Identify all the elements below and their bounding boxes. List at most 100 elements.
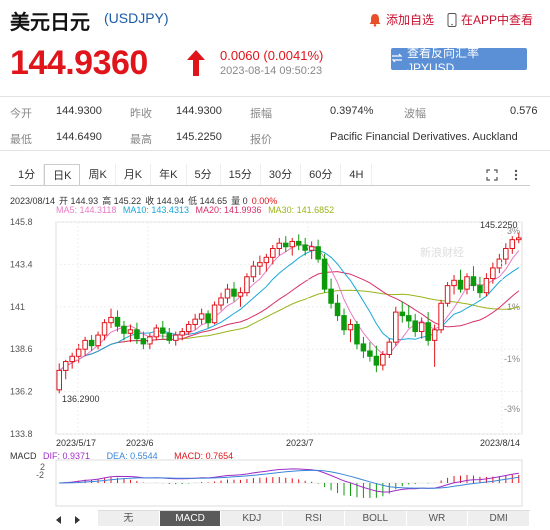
candle bbox=[431, 324, 438, 367]
prev-close-label: 昨收 bbox=[130, 108, 152, 120]
candle-body bbox=[75, 348, 82, 357]
tab-8[interactable]: 60分 bbox=[301, 164, 342, 186]
candle-body bbox=[477, 285, 483, 294]
indicator-tab-6[interactable]: DMI bbox=[468, 511, 531, 526]
more-icon[interactable] bbox=[510, 168, 522, 186]
dif-line bbox=[59, 468, 519, 493]
kline-chart[interactable]: 145.8 143.4 141 138.6 136.2 133.8 3% 1% -1% -3% 新浪… bbox=[0, 212, 550, 508]
candle bbox=[315, 239, 321, 263]
bell-icon bbox=[368, 13, 382, 27]
indicator-tab-3[interactable]: RSI bbox=[283, 511, 345, 526]
pct-tick-label: -3% bbox=[504, 404, 520, 414]
candle-body bbox=[231, 288, 237, 297]
tab-3[interactable]: 月K bbox=[116, 164, 152, 186]
candle bbox=[515, 232, 522, 244]
candle bbox=[334, 294, 341, 321]
scroll-left-icon[interactable] bbox=[54, 512, 64, 530]
watermark: 新浪财经 bbox=[420, 245, 464, 259]
candle-body bbox=[257, 262, 263, 267]
tab-1[interactable]: 日K bbox=[44, 164, 81, 186]
candle bbox=[56, 363, 63, 394]
candle bbox=[438, 299, 444, 334]
candle-body bbox=[470, 276, 477, 287]
candle bbox=[101, 319, 108, 341]
candle-body bbox=[496, 258, 503, 269]
candle-body bbox=[328, 288, 334, 304]
add-watchlist-link[interactable]: 添加自选 bbox=[368, 11, 434, 28]
candle-body bbox=[114, 316, 121, 327]
candle-body bbox=[347, 323, 354, 331]
y-tick-label: 141 bbox=[10, 302, 25, 312]
macd-tick-label: 2 bbox=[40, 462, 45, 472]
tab-7[interactable]: 30分 bbox=[261, 164, 302, 186]
candle-body bbox=[334, 302, 341, 317]
candle-body bbox=[341, 315, 347, 331]
add-watchlist-label: 添加自选 bbox=[386, 13, 435, 27]
candle-body bbox=[503, 248, 509, 260]
ohlc-info-5: 量 0 bbox=[231, 196, 248, 206]
tab-9[interactable]: 4H bbox=[341, 164, 373, 186]
candle-body bbox=[108, 316, 114, 324]
candle-body bbox=[451, 279, 457, 287]
candle-body bbox=[373, 355, 380, 366]
candle-body bbox=[166, 332, 173, 341]
candle bbox=[250, 260, 257, 283]
candle-body bbox=[140, 338, 147, 345]
candle bbox=[69, 352, 75, 369]
candle bbox=[185, 320, 192, 336]
tab-0[interactable]: 1分 bbox=[10, 164, 45, 186]
ma10-value: MA10: 143.4313 bbox=[122, 205, 189, 215]
candle bbox=[218, 292, 224, 311]
macd-value: MACD: 0.7654 bbox=[174, 451, 234, 461]
candle-body bbox=[295, 240, 302, 246]
indicator-tab-1[interactable]: MACD bbox=[159, 511, 222, 526]
candle-body bbox=[95, 334, 101, 347]
candle-body bbox=[380, 354, 386, 366]
candle bbox=[108, 308, 114, 328]
y-tick-label: 133.8 bbox=[10, 429, 33, 439]
candle bbox=[373, 345, 380, 373]
candle-body bbox=[490, 267, 496, 280]
indicator-tab-5[interactable]: WR bbox=[406, 511, 469, 526]
candle bbox=[302, 237, 308, 256]
candle-body bbox=[153, 327, 160, 338]
tab-2[interactable]: 周K bbox=[80, 164, 116, 186]
candle-body bbox=[393, 311, 399, 343]
candle bbox=[192, 313, 198, 330]
candle bbox=[308, 241, 315, 260]
candle bbox=[62, 359, 69, 380]
tab-6[interactable]: 15分 bbox=[221, 164, 261, 186]
tab-5[interactable]: 5分 bbox=[187, 164, 221, 186]
view-in-app-label: 在APP中查看 bbox=[461, 13, 534, 27]
candle bbox=[380, 350, 386, 371]
spread-value: 0.576 bbox=[510, 105, 538, 117]
candle bbox=[405, 305, 412, 328]
candle-body bbox=[308, 246, 315, 251]
page-title: 美元日元 bbox=[10, 12, 90, 34]
candle-body bbox=[205, 313, 211, 324]
candle bbox=[289, 237, 296, 256]
indicator-tab-0[interactable]: 无 bbox=[98, 511, 160, 526]
macd-tick-label: -2 bbox=[36, 470, 44, 480]
high-label: 最高 bbox=[130, 134, 152, 146]
candle bbox=[341, 308, 347, 336]
candle-body bbox=[509, 239, 516, 249]
candle-body bbox=[515, 237, 522, 241]
reverse-rate-button[interactable]: 查看反向汇率 JPYUSD bbox=[391, 46, 527, 75]
tab-4[interactable]: 年K bbox=[151, 164, 187, 186]
quote-timestamp: 2023-08-14 09:50:23 bbox=[220, 65, 323, 77]
fullscreen-icon[interactable] bbox=[486, 168, 498, 186]
candle bbox=[464, 273, 470, 295]
scroll-right-icon[interactable] bbox=[72, 512, 82, 530]
indicator-tab-4[interactable]: BOLL bbox=[344, 511, 407, 526]
candle-body bbox=[399, 311, 406, 317]
view-in-app-link[interactable]: 在APP中查看 bbox=[447, 11, 533, 28]
ma5-line bbox=[58, 244, 520, 371]
candle-body bbox=[321, 258, 328, 290]
candle bbox=[88, 335, 95, 351]
candle-body bbox=[418, 322, 425, 333]
x-tick-label: 2023/8/14 bbox=[480, 438, 520, 448]
indicator-tab-2[interactable]: KDJ bbox=[221, 511, 284, 526]
symbol-code: (USDJPY) bbox=[104, 10, 169, 26]
dea-line bbox=[59, 469, 519, 489]
